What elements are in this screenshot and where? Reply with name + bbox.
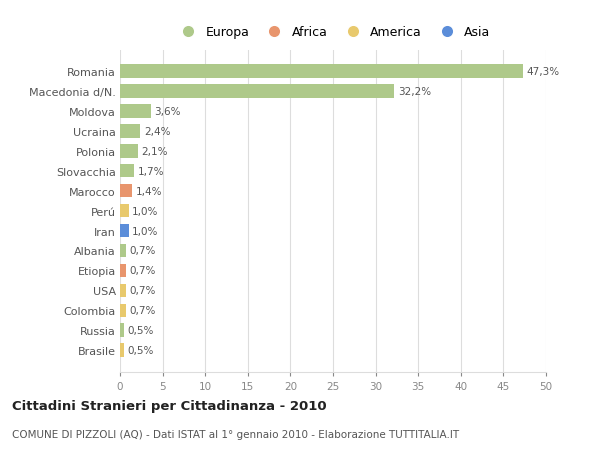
Text: 0,5%: 0,5% (128, 346, 154, 355)
Bar (120, 185, 132, 198)
Text: 0,7%: 0,7% (130, 266, 156, 276)
Text: 0,7%: 0,7% (130, 246, 156, 256)
Bar (120, 284, 126, 297)
Text: 2,1%: 2,1% (142, 146, 168, 157)
Text: 2,4%: 2,4% (144, 127, 170, 136)
Bar (120, 224, 128, 238)
Bar (120, 304, 126, 317)
Text: 3,6%: 3,6% (154, 106, 181, 117)
Bar (120, 244, 126, 257)
Legend: Europa, Africa, America, Asia: Europa, Africa, America, Asia (170, 22, 496, 45)
Bar (120, 105, 151, 118)
Bar (120, 264, 126, 278)
Bar (120, 145, 138, 158)
Text: 1,4%: 1,4% (136, 186, 162, 196)
Bar (120, 344, 124, 357)
Text: 32,2%: 32,2% (398, 87, 431, 97)
Bar (120, 165, 134, 178)
Text: 1,0%: 1,0% (132, 206, 158, 216)
Text: 0,7%: 0,7% (130, 306, 156, 316)
Bar (120, 324, 124, 337)
Text: Cittadini Stranieri per Cittadinanza - 2010: Cittadini Stranieri per Cittadinanza - 2… (12, 399, 326, 412)
Text: 0,5%: 0,5% (128, 325, 154, 336)
Bar (120, 125, 140, 138)
Bar (120, 65, 523, 78)
Text: COMUNE DI PIZZOLI (AQ) - Dati ISTAT al 1° gennaio 2010 - Elaborazione TUTTITALIA: COMUNE DI PIZZOLI (AQ) - Dati ISTAT al 1… (12, 429, 459, 439)
Text: 1,0%: 1,0% (132, 226, 158, 236)
Text: 1,7%: 1,7% (138, 166, 164, 176)
Text: 0,7%: 0,7% (130, 286, 156, 296)
Bar (120, 204, 128, 218)
Bar (120, 85, 394, 99)
Text: 47,3%: 47,3% (526, 67, 560, 77)
